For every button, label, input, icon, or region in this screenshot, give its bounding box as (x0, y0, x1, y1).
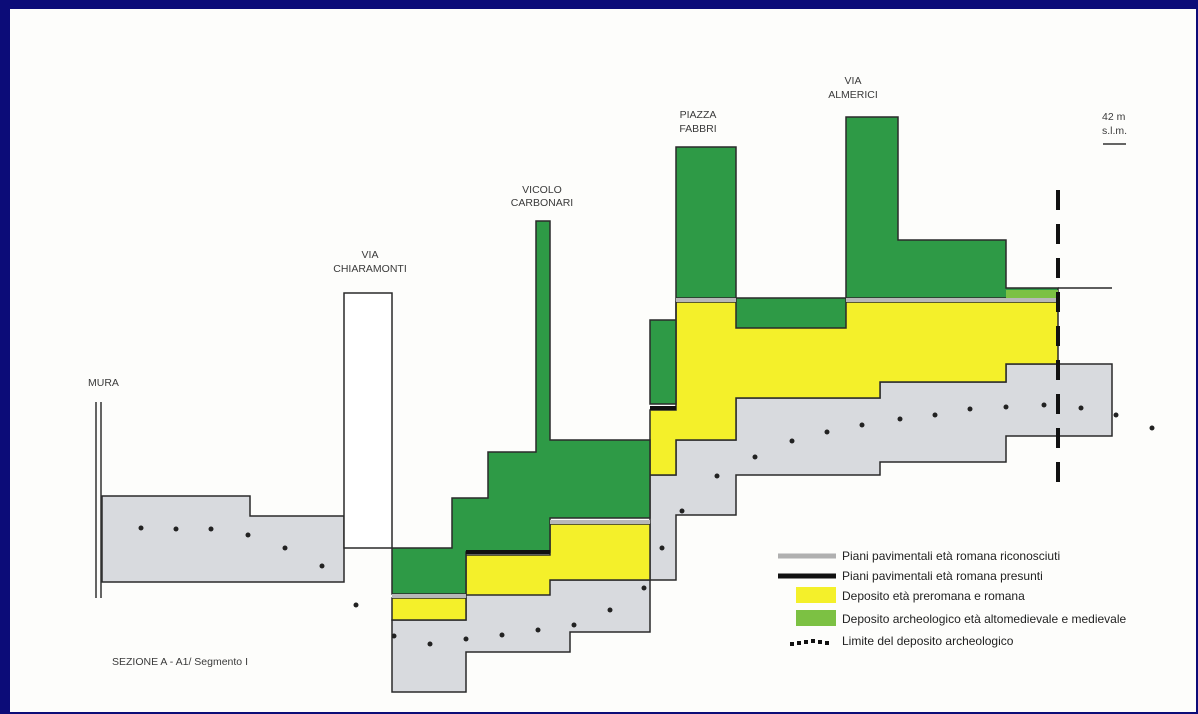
light-green-strips (1006, 290, 1058, 298)
legend-swatch-medieval (796, 610, 836, 626)
mura-wall (95, 402, 102, 598)
label-vicolo-carbonari-1: VICOLO (522, 184, 562, 196)
legend-roman: Deposito età preromana e romana (842, 589, 1025, 603)
slide: MURA VIA CHIARAMONTI VICOLO CARBONARI PI… (10, 9, 1196, 712)
legend-swatch-limit (790, 639, 829, 646)
legend-limit: Limite del deposito archeologico (842, 634, 1014, 648)
legend: Piani pavimentali età romana riconosciut… (778, 549, 1127, 648)
section-diagram: MURA VIA CHIARAMONTI VICOLO CARBONARI PI… (88, 75, 1155, 693)
legend-swatch-roman (796, 587, 836, 603)
via-chiaramonti-column (343, 292, 393, 549)
label-piazza-fabbri-1: PIAZZA (680, 109, 717, 121)
medieval-deposit-a (391, 220, 651, 595)
label-piazza-fabbri-2: FABBRI (679, 123, 716, 135)
elevation-value: 42 m (1102, 111, 1126, 123)
label-vicolo-carbonari-2: CARBONARI (511, 197, 573, 209)
legend-medieval: Deposito archeologico età altomedievale … (842, 612, 1127, 626)
recognized-pavements (392, 298, 1058, 598)
substrate-left (101, 495, 345, 583)
roman-deposit-a (391, 597, 467, 621)
label-via-almerici-1: VIA (845, 75, 862, 87)
legend-presumed: Piani pavimentali età romana presunti (842, 569, 1043, 583)
section-title: SEZIONE A - A1/ Segmento I (112, 656, 248, 668)
label-via-almerici-2: ALMERICI (828, 89, 878, 101)
stone-dots (138, 402, 1155, 647)
elevation-unit: s.l.m. (1102, 125, 1127, 137)
label-mura: MURA (88, 377, 119, 389)
legend-recognized: Piani pavimentali età romana riconosciut… (842, 549, 1060, 563)
presumed-pavements (466, 406, 676, 554)
label-via-chiaramonti-2: CHIARAMONTI (333, 263, 407, 275)
label-via-chiaramonti-1: VIA (362, 249, 379, 261)
